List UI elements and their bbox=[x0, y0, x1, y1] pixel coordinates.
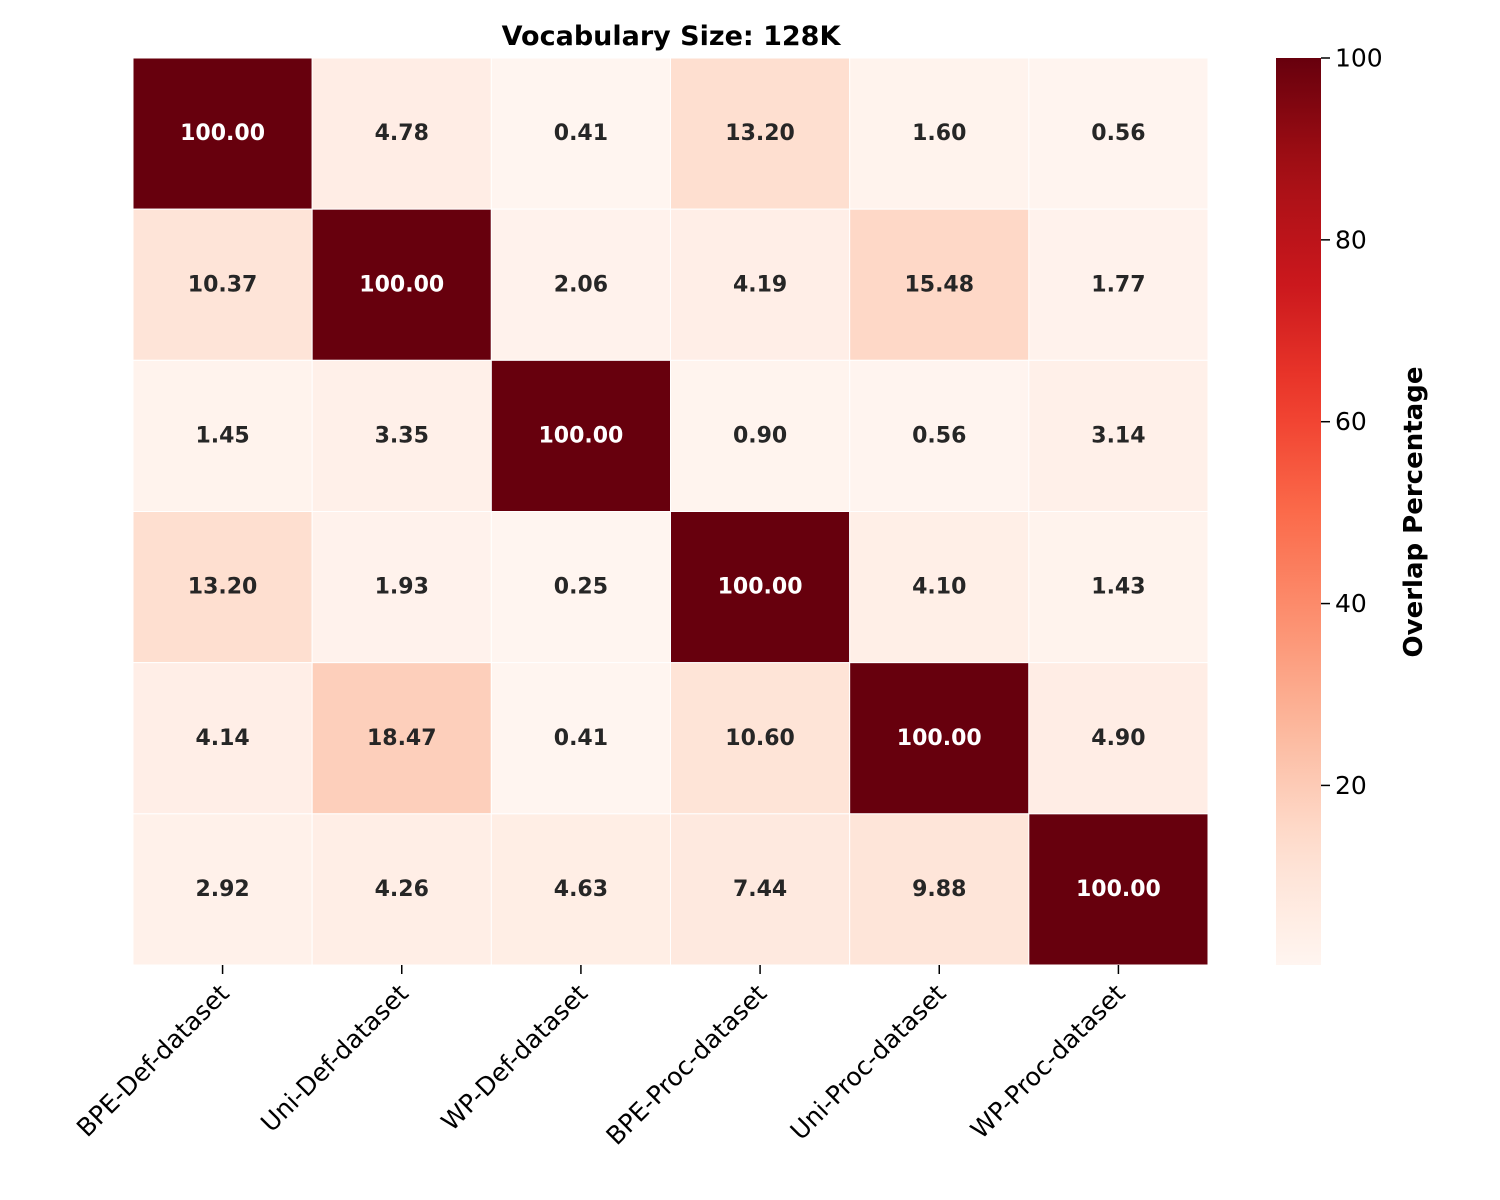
x-tick-label-2: Uni-Def-dataset bbox=[255, 979, 414, 1138]
cell-label-r1-c1: 100.00 bbox=[180, 121, 265, 146]
cell-label-r4-c5: 4.10 bbox=[912, 575, 966, 600]
cell-label-r3-c1: 1.45 bbox=[195, 423, 249, 448]
cell-label-r1-c5: 1.60 bbox=[912, 121, 966, 146]
cell-label-r2-c4: 4.19 bbox=[733, 272, 787, 297]
cell-label-r3-c2: 3.35 bbox=[375, 423, 429, 448]
cell-r1-c4 bbox=[670, 57, 851, 210]
cell-r4-c6 bbox=[1028, 511, 1209, 664]
colorbar-tick-label-2: 40 bbox=[1335, 589, 1367, 618]
cell-r6-c5 bbox=[849, 813, 1030, 966]
cell-label-r6-c1: 2.92 bbox=[195, 877, 249, 902]
cell-label-r2-c5: 15.48 bbox=[904, 272, 974, 297]
cell-label-r4-c6: 1.43 bbox=[1091, 575, 1145, 600]
cell-r1-c6 bbox=[1028, 57, 1209, 210]
cell-label-r6-c5: 9.88 bbox=[912, 877, 966, 902]
cell-r3-c4 bbox=[670, 359, 851, 513]
cell-r2-c6 bbox=[1028, 208, 1209, 361]
x-tick-label-3: WP-Def-dataset bbox=[436, 979, 594, 1137]
cell-r3-c3 bbox=[490, 359, 672, 513]
cell-label-r4-c3: 0.25 bbox=[554, 575, 608, 600]
colorbar-gradient bbox=[1276, 58, 1321, 965]
cell-r1-c1 bbox=[132, 57, 313, 210]
cell-label-r4-c4: 100.00 bbox=[718, 575, 803, 600]
cell-r6-c1 bbox=[132, 813, 313, 966]
x-tick-label-5: Uni-Proc-dataset bbox=[785, 979, 952, 1146]
colorbar-label: Overlap Percentage bbox=[1399, 367, 1429, 658]
colorbar-tick-label-5: 100 bbox=[1335, 44, 1383, 73]
cell-r4-c2 bbox=[311, 511, 492, 664]
cell-r4-c5 bbox=[849, 511, 1030, 664]
cell-r4-c3 bbox=[490, 511, 672, 664]
cell-r5-c3 bbox=[490, 662, 672, 815]
colorbar-tick-label-1: 20 bbox=[1335, 771, 1367, 800]
cell-r3-c6 bbox=[1028, 359, 1209, 513]
cell-label-r3-c6: 3.14 bbox=[1091, 423, 1145, 448]
cell-label-r5-c3: 0.41 bbox=[554, 726, 608, 751]
cell-label-r2-c3: 2.06 bbox=[554, 272, 608, 297]
cell-label-r1-c4: 13.20 bbox=[725, 121, 795, 146]
cell-r1-c5 bbox=[849, 57, 1030, 210]
cell-label-r2-c1: 10.37 bbox=[188, 272, 258, 297]
cell-label-r5-c4: 10.60 bbox=[725, 726, 795, 751]
cell-label-r1-c3: 0.41 bbox=[554, 121, 608, 146]
heatmap-cells: 100.00 4.78 0.41 13.20 1.60 0.56 10.37 100.00 2.… bbox=[132, 57, 1209, 966]
cell-label-r4-c1: 13.20 bbox=[188, 575, 258, 600]
cell-label-r6-c6: 100.00 bbox=[1076, 877, 1161, 902]
cell-label-r5-c1: 4.14 bbox=[195, 726, 249, 751]
x-tick-label-6: WP-Proc-dataset bbox=[965, 979, 1131, 1145]
cell-label-r6-c3: 4.63 bbox=[554, 877, 608, 902]
cell-label-r6-c2: 4.26 bbox=[375, 877, 429, 902]
cell-r4-c4 bbox=[670, 511, 851, 664]
x-tick-label-4: BPE-Proc-dataset bbox=[600, 979, 772, 1151]
cell-r3-c5 bbox=[849, 359, 1030, 513]
cell-r2-c4 bbox=[670, 208, 851, 361]
colorbar-tick-label-3: 60 bbox=[1335, 407, 1367, 436]
cell-label-r3-c3: 100.00 bbox=[538, 423, 623, 448]
colorbar-tick-label-4: 80 bbox=[1335, 225, 1367, 254]
cell-r4-c1 bbox=[132, 511, 313, 664]
cell-r5-c5 bbox=[849, 662, 1030, 815]
cell-r6-c4 bbox=[670, 813, 851, 966]
x-tick-label-1: BPE-Def-dataset bbox=[71, 979, 235, 1143]
cell-r5-c6 bbox=[1028, 662, 1209, 815]
cell-r2-c1 bbox=[132, 208, 313, 361]
cell-r3-c1 bbox=[132, 359, 313, 513]
cell-r5-c2 bbox=[311, 662, 492, 815]
cell-label-r1-c2: 4.78 bbox=[375, 121, 429, 146]
cell-r2-c2 bbox=[311, 208, 492, 361]
chart-title: Vocabulary Size: 128K bbox=[502, 21, 842, 52]
cell-label-r6-c4: 7.44 bbox=[733, 877, 787, 902]
x-axis-ticks: BPE-Def-dataset Uni-Def-dataset WP-Def-dat… bbox=[71, 965, 1131, 1151]
cell-label-r2-c2: 100.00 bbox=[359, 272, 444, 297]
cell-label-r3-c4: 0.90 bbox=[733, 423, 787, 448]
cell-label-r1-c6: 0.56 bbox=[1091, 121, 1145, 146]
cell-r6-c6 bbox=[1028, 813, 1209, 966]
cell-r1-c2 bbox=[311, 57, 492, 210]
cell-label-r4-c2: 1.93 bbox=[375, 575, 429, 600]
cell-r5-c4 bbox=[670, 662, 851, 815]
cell-label-r5-c6: 4.90 bbox=[1091, 726, 1145, 751]
cell-r5-c1 bbox=[132, 662, 313, 815]
cell-label-r5-c2: 18.47 bbox=[367, 726, 437, 751]
cell-label-r2-c6: 1.77 bbox=[1091, 272, 1145, 297]
cell-r3-c2 bbox=[311, 359, 492, 513]
cell-r1-c3 bbox=[490, 57, 672, 210]
cell-label-r3-c5: 0.56 bbox=[912, 423, 966, 448]
cell-label-r5-c5: 100.00 bbox=[897, 726, 982, 751]
colorbar: 20 40 60 80 100 bbox=[1276, 44, 1383, 965]
